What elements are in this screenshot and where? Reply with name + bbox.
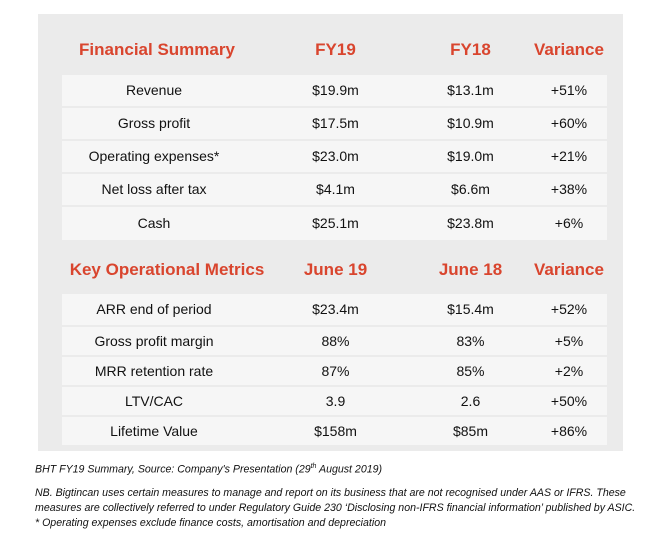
row-label: Lifetime Value <box>110 423 198 439</box>
source-caption-text: BHT FY19 Summary, Source: Company's Pres… <box>35 463 311 476</box>
table-row: Gross profit $17.5m $10.9m +60% <box>62 108 607 139</box>
source-caption: BHT FY19 Summary, Source: Company's Pres… <box>35 459 640 478</box>
row-value-variance: +60% <box>550 115 588 131</box>
row-value-june19: 88% <box>321 333 350 349</box>
operational-col-june19: June 19 <box>303 260 368 279</box>
row-value-fy18: $10.9m <box>447 115 494 131</box>
operational-metrics-header: Key Operational Metrics June 19 June 18 … <box>62 255 607 285</box>
row-value-variance: +6% <box>554 215 584 231</box>
row-value-june19: $158m <box>314 423 357 439</box>
table-row: Operating expenses* $23.0m $19.0m +21% <box>62 141 607 172</box>
row-value-fy18: $19.0m <box>447 148 494 164</box>
row-value-variance: +5% <box>554 333 584 349</box>
table-row: Lifetime Value $158m $85m +86% <box>62 417 607 445</box>
row-label: LTV/CAC <box>124 393 184 409</box>
row-value-fy19: $25.1m <box>312 215 359 231</box>
row-label: MRR retention rate <box>94 363 214 379</box>
operational-metrics-title: Key Operational Metrics <box>69 260 265 279</box>
source-caption-suffix: August 2019) <box>316 463 383 476</box>
row-value-june18: 85% <box>456 363 485 379</box>
row-value-fy19: $23.0m <box>312 148 359 164</box>
row-value-june18: 2.6 <box>460 393 481 409</box>
financial-col-variance: Variance <box>534 40 604 59</box>
row-label: Gross profit <box>117 115 191 131</box>
table-row: MRR retention rate 87% 85% +2% <box>62 357 607 385</box>
row-value-variance: +21% <box>550 148 588 164</box>
row-label: Net loss after tax <box>101 181 207 197</box>
source-caption-superscript: th <box>310 463 317 470</box>
row-value-june18: $15.4m <box>447 301 494 317</box>
table-row: Cash $25.1m $23.8m +6% <box>62 207 607 240</box>
disclaimer-note: NB. Bigtincan uses certain measures to m… <box>35 487 636 529</box>
financial-summary-title: Financial Summary <box>79 40 235 59</box>
row-label: Operating expenses* <box>88 148 220 164</box>
row-value-variance: +52% <box>550 301 588 317</box>
operational-col-june18: June 18 <box>438 260 503 279</box>
row-value-fy18: $13.1m <box>447 82 494 98</box>
row-value-variance: +2% <box>554 363 584 379</box>
row-value-june18: 83% <box>456 333 485 349</box>
table-row: Net loss after tax $4.1m $6.6m +38% <box>62 174 607 205</box>
row-value-june19: $23.4m <box>312 301 359 317</box>
row-value-variance: +50% <box>550 393 588 409</box>
table-row: Gross profit margin 88% 83% +5% <box>62 327 607 355</box>
row-label: Cash <box>137 215 171 231</box>
row-value-fy18: $6.6m <box>451 181 490 197</box>
row-value-fy18: $23.8m <box>447 215 494 231</box>
row-value-variance: +86% <box>550 423 588 439</box>
table-row: LTV/CAC 3.9 2.6 +50% <box>62 387 607 415</box>
row-value-variance: +38% <box>550 181 588 197</box>
financial-col-fy18: FY18 <box>450 40 491 59</box>
row-label: ARR end of period <box>96 301 212 317</box>
row-value-june19: 3.9 <box>325 393 346 409</box>
row-value-fy19: $17.5m <box>312 115 359 131</box>
row-value-june18: $85m <box>452 423 489 439</box>
row-label: Revenue <box>125 82 183 98</box>
table-row: ARR end of period $23.4m $15.4m +52% <box>62 294 607 325</box>
row-value-june19: 87% <box>321 363 350 379</box>
financial-col-fy19: FY19 <box>315 40 356 59</box>
row-value-fy19: $4.1m <box>316 181 355 197</box>
table-row: Revenue $19.9m $13.1m +51% <box>62 75 607 106</box>
financial-summary-header: Financial Summary FY19 FY18 Variance <box>62 35 607 65</box>
row-value-variance: +51% <box>550 82 588 98</box>
operational-col-variance: Variance <box>534 260 604 279</box>
row-label: Gross profit margin <box>94 333 214 349</box>
row-value-fy19: $19.9m <box>312 82 359 98</box>
